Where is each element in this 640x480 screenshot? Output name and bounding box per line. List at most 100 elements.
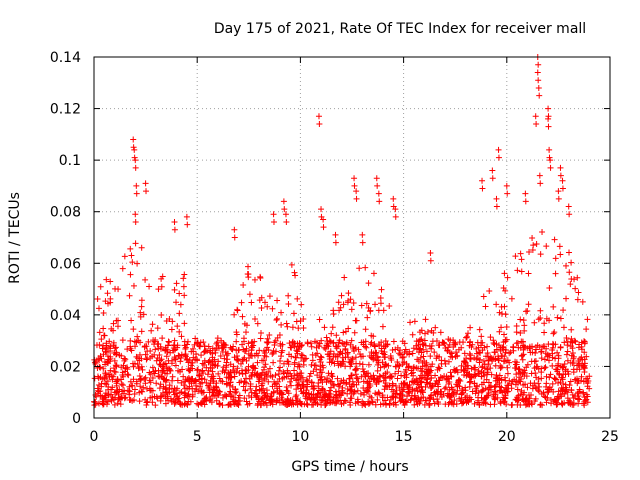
data-point <box>568 326 575 333</box>
data-point <box>550 303 557 310</box>
data-point <box>479 364 486 371</box>
data-point <box>141 344 148 351</box>
data-point <box>537 180 544 187</box>
data-point <box>109 384 116 391</box>
data-point <box>479 177 486 184</box>
data-point <box>261 390 268 397</box>
data-point <box>228 374 235 381</box>
data-point <box>565 203 572 210</box>
data-point <box>283 383 290 390</box>
data-point <box>256 398 263 405</box>
data-point <box>502 336 509 343</box>
data-point <box>173 280 180 287</box>
data-point <box>543 380 550 387</box>
data-point <box>240 282 247 289</box>
data-point <box>543 373 550 380</box>
data-point <box>138 363 145 370</box>
data-point <box>241 395 248 402</box>
data-point <box>581 402 588 409</box>
x-tick-label: 20 <box>498 429 516 445</box>
data-point <box>532 113 539 120</box>
data-point <box>336 383 343 390</box>
data-point <box>564 368 571 375</box>
data-point <box>95 356 102 363</box>
data-point <box>543 399 550 406</box>
data-point <box>440 339 447 346</box>
data-point <box>158 283 165 290</box>
data-point <box>450 337 457 344</box>
data-point <box>422 362 429 369</box>
data-point <box>130 363 137 370</box>
data-point <box>115 317 122 324</box>
data-point <box>561 390 568 397</box>
data-point <box>537 314 544 321</box>
data-point <box>452 340 459 347</box>
data-point <box>321 324 328 331</box>
data-point <box>326 355 333 362</box>
data-point <box>96 364 103 371</box>
data-point <box>180 275 187 282</box>
y-tick-label: 0.1 <box>59 153 81 169</box>
data-point <box>117 401 124 408</box>
data-point <box>138 303 145 310</box>
data-point <box>572 338 579 345</box>
data-point <box>303 355 310 362</box>
data-point <box>189 391 196 398</box>
data-point <box>167 349 174 356</box>
data-point <box>541 393 548 400</box>
data-point <box>173 299 180 306</box>
data-point <box>166 386 173 393</box>
data-point <box>256 375 263 382</box>
data-point <box>496 328 503 335</box>
data-point <box>152 402 159 409</box>
data-point <box>105 386 112 393</box>
data-point <box>543 315 550 322</box>
data-point <box>126 292 133 299</box>
data-point <box>138 328 145 335</box>
data-point <box>171 226 178 233</box>
data-point <box>284 358 291 365</box>
data-point <box>536 388 543 395</box>
data-point <box>237 360 244 367</box>
data-point <box>535 77 542 84</box>
data-point <box>121 355 128 362</box>
data-point <box>176 353 183 360</box>
data-point <box>269 373 276 380</box>
data-point <box>387 355 394 362</box>
data-point <box>304 377 311 384</box>
data-point <box>125 372 132 379</box>
data-point <box>132 219 139 226</box>
data-point <box>98 336 105 343</box>
data-point <box>494 375 501 382</box>
data-point <box>332 388 339 395</box>
data-point <box>310 368 317 375</box>
data-point <box>154 325 161 332</box>
data-point <box>445 344 452 351</box>
data-point <box>172 362 179 369</box>
data-point <box>266 396 273 403</box>
data-point <box>564 348 571 355</box>
data-point <box>366 399 373 406</box>
data-point <box>95 382 102 389</box>
data-point <box>163 389 170 396</box>
data-point <box>103 340 110 347</box>
data-point <box>326 387 333 394</box>
data-point <box>428 375 435 382</box>
data-point <box>219 394 226 401</box>
data-point <box>278 394 285 401</box>
data-point <box>551 329 558 336</box>
data-point <box>300 325 307 332</box>
data-point <box>382 382 389 389</box>
data-point <box>215 342 222 349</box>
data-point <box>274 385 281 392</box>
data-point <box>492 396 499 403</box>
data-point <box>231 234 238 241</box>
data-point <box>583 391 590 398</box>
data-point <box>278 321 285 328</box>
data-point <box>229 367 236 374</box>
data-point <box>538 348 545 355</box>
data-point <box>475 397 482 404</box>
data-point <box>176 328 183 335</box>
data-point <box>239 313 246 320</box>
